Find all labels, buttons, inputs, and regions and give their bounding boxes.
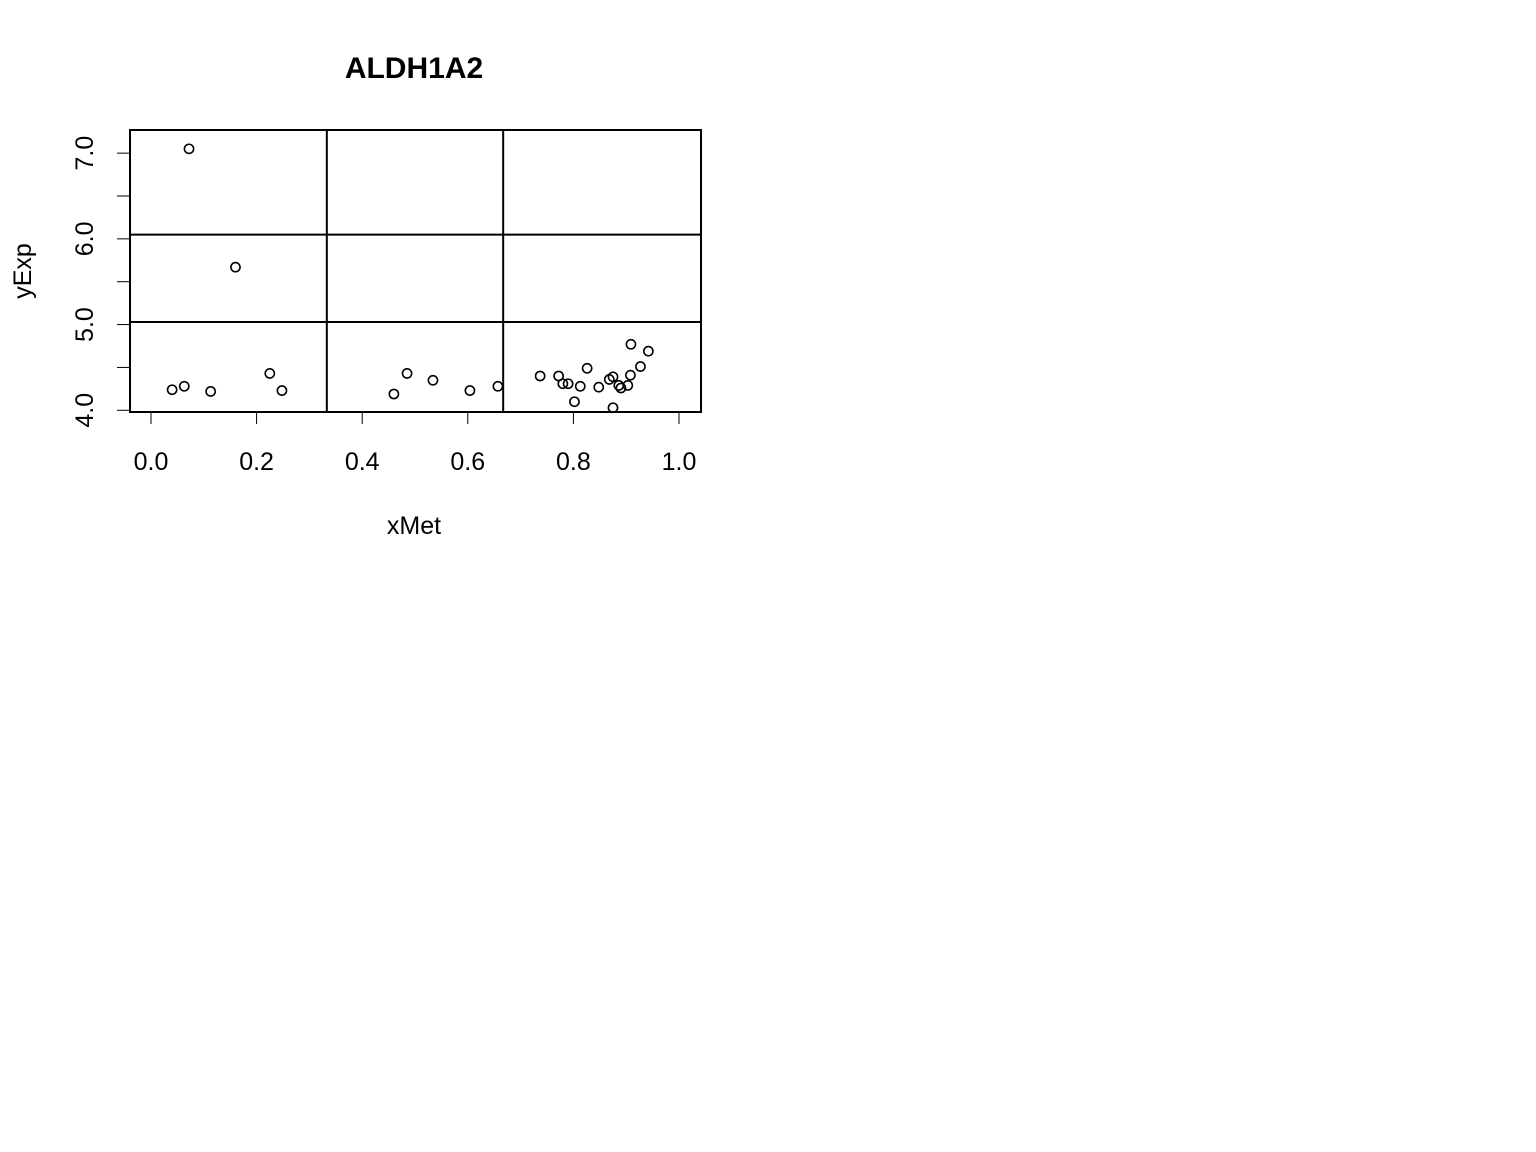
data-point	[264, 368, 276, 379]
data-point	[276, 385, 288, 396]
data-point	[569, 396, 580, 408]
data-point	[607, 371, 619, 383]
data-point	[615, 382, 627, 394]
grid-lines	[130, 130, 701, 412]
data-point	[492, 380, 504, 392]
data-point	[625, 369, 636, 381]
data-point	[581, 362, 593, 374]
data-point	[464, 385, 476, 396]
data-point	[562, 378, 574, 390]
x-tick-label: 1.0	[662, 448, 697, 476]
y-tick-label: 7.0	[71, 136, 99, 171]
data-point	[205, 386, 217, 397]
data-point	[178, 380, 190, 392]
x-tick-label: 0.6	[450, 448, 485, 476]
data-point	[574, 380, 586, 392]
x-tick-label: 0.2	[239, 448, 274, 476]
y-tick-label: 6.0	[71, 221, 99, 256]
data-point	[607, 402, 619, 414]
data-point	[427, 374, 439, 386]
data-point	[593, 381, 605, 393]
x-axis: 0.0 0.2 0.4 0.6 0.8 1.0	[134, 411, 697, 476]
data-point	[625, 338, 637, 350]
x-tick-label: 0.4	[345, 448, 380, 476]
data-point	[401, 368, 413, 379]
x-tick-label: 0.8	[556, 448, 591, 476]
data-point	[166, 384, 178, 396]
chart-title: ALDH1A2	[345, 52, 483, 85]
x-tick-label: 0.0	[134, 448, 169, 476]
data-point	[642, 345, 654, 357]
y-axis-label: yExp	[9, 243, 37, 299]
data-point	[557, 378, 569, 390]
data-point	[622, 380, 634, 391]
x-axis-label: xMet	[387, 512, 441, 540]
data-point	[183, 143, 195, 155]
data-point	[534, 370, 546, 382]
y-axis: 4.0 5.0 6.0 7.0	[71, 136, 131, 428]
data-point	[388, 388, 400, 400]
data-point	[635, 361, 646, 372]
y-tick-label: 5.0	[71, 307, 99, 342]
y-tick-label: 4.0	[71, 393, 99, 428]
data-point	[230, 261, 241, 273]
data-points	[166, 143, 654, 414]
plot-frame	[129, 129, 702, 413]
